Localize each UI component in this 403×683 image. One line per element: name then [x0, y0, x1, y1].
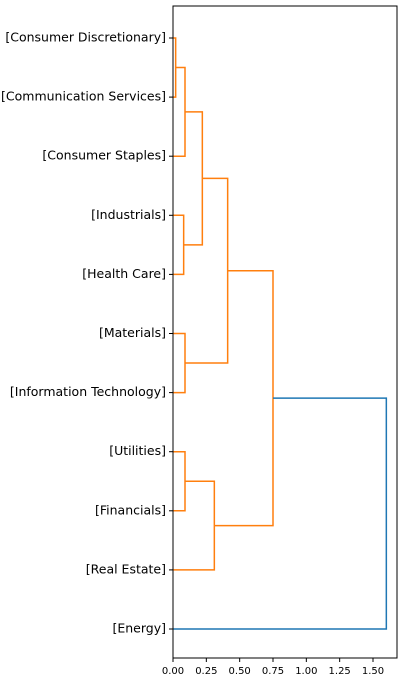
leaf-label: [Consumer Discretionary] — [5, 30, 166, 45]
leaf-label: [Information Technology] — [10, 384, 166, 399]
x-tick-label: 1.50 — [362, 666, 384, 677]
dendrogram-links — [173, 37, 388, 630]
leaf-label: [Real Estate] — [86, 561, 166, 576]
dendrogram-link-n10 — [173, 397, 388, 630]
leaf-label: [Communication Services] — [1, 89, 166, 104]
leaf-label: [Materials] — [99, 325, 166, 340]
dendrogram-link-n6 — [185, 177, 229, 364]
leaf-label: [Energy] — [112, 621, 166, 636]
x-tick-label: 0.50 — [229, 666, 251, 677]
dendrogram-link-n3 — [173, 214, 185, 276]
dendrogram-link-n7 — [173, 450, 186, 512]
plot-frame — [172, 5, 398, 659]
dendrogram-link-n5 — [173, 332, 186, 394]
leaf-label: [Industrials] — [91, 207, 166, 222]
x-tick-label: 0.25 — [195, 666, 217, 677]
x-tick-label: 0.00 — [162, 666, 184, 677]
x-tick-label: 1.00 — [295, 666, 317, 677]
leaf-labels: [Consumer Discretionary] [Communication S… — [1, 30, 173, 636]
leaf-label: [Consumer Staples] — [42, 148, 166, 163]
x-tick-label: 1.25 — [329, 666, 351, 677]
dendrogram-link-n4 — [183, 111, 204, 246]
leaf-label: [Financials] — [95, 502, 166, 517]
leaf-label: [Utilities] — [109, 443, 166, 458]
x-axis: 0.00 0.25 0.50 0.75 1.00 1.25 1.50 — [162, 658, 384, 677]
x-tick-label: 0.75 — [262, 666, 284, 677]
dendrogram-link-n8 — [173, 480, 216, 571]
dendrogram-link-n9 — [214, 269, 274, 527]
leaf-label: [Health Care] — [82, 266, 166, 281]
dendrogram-link-n2 — [173, 66, 186, 157]
